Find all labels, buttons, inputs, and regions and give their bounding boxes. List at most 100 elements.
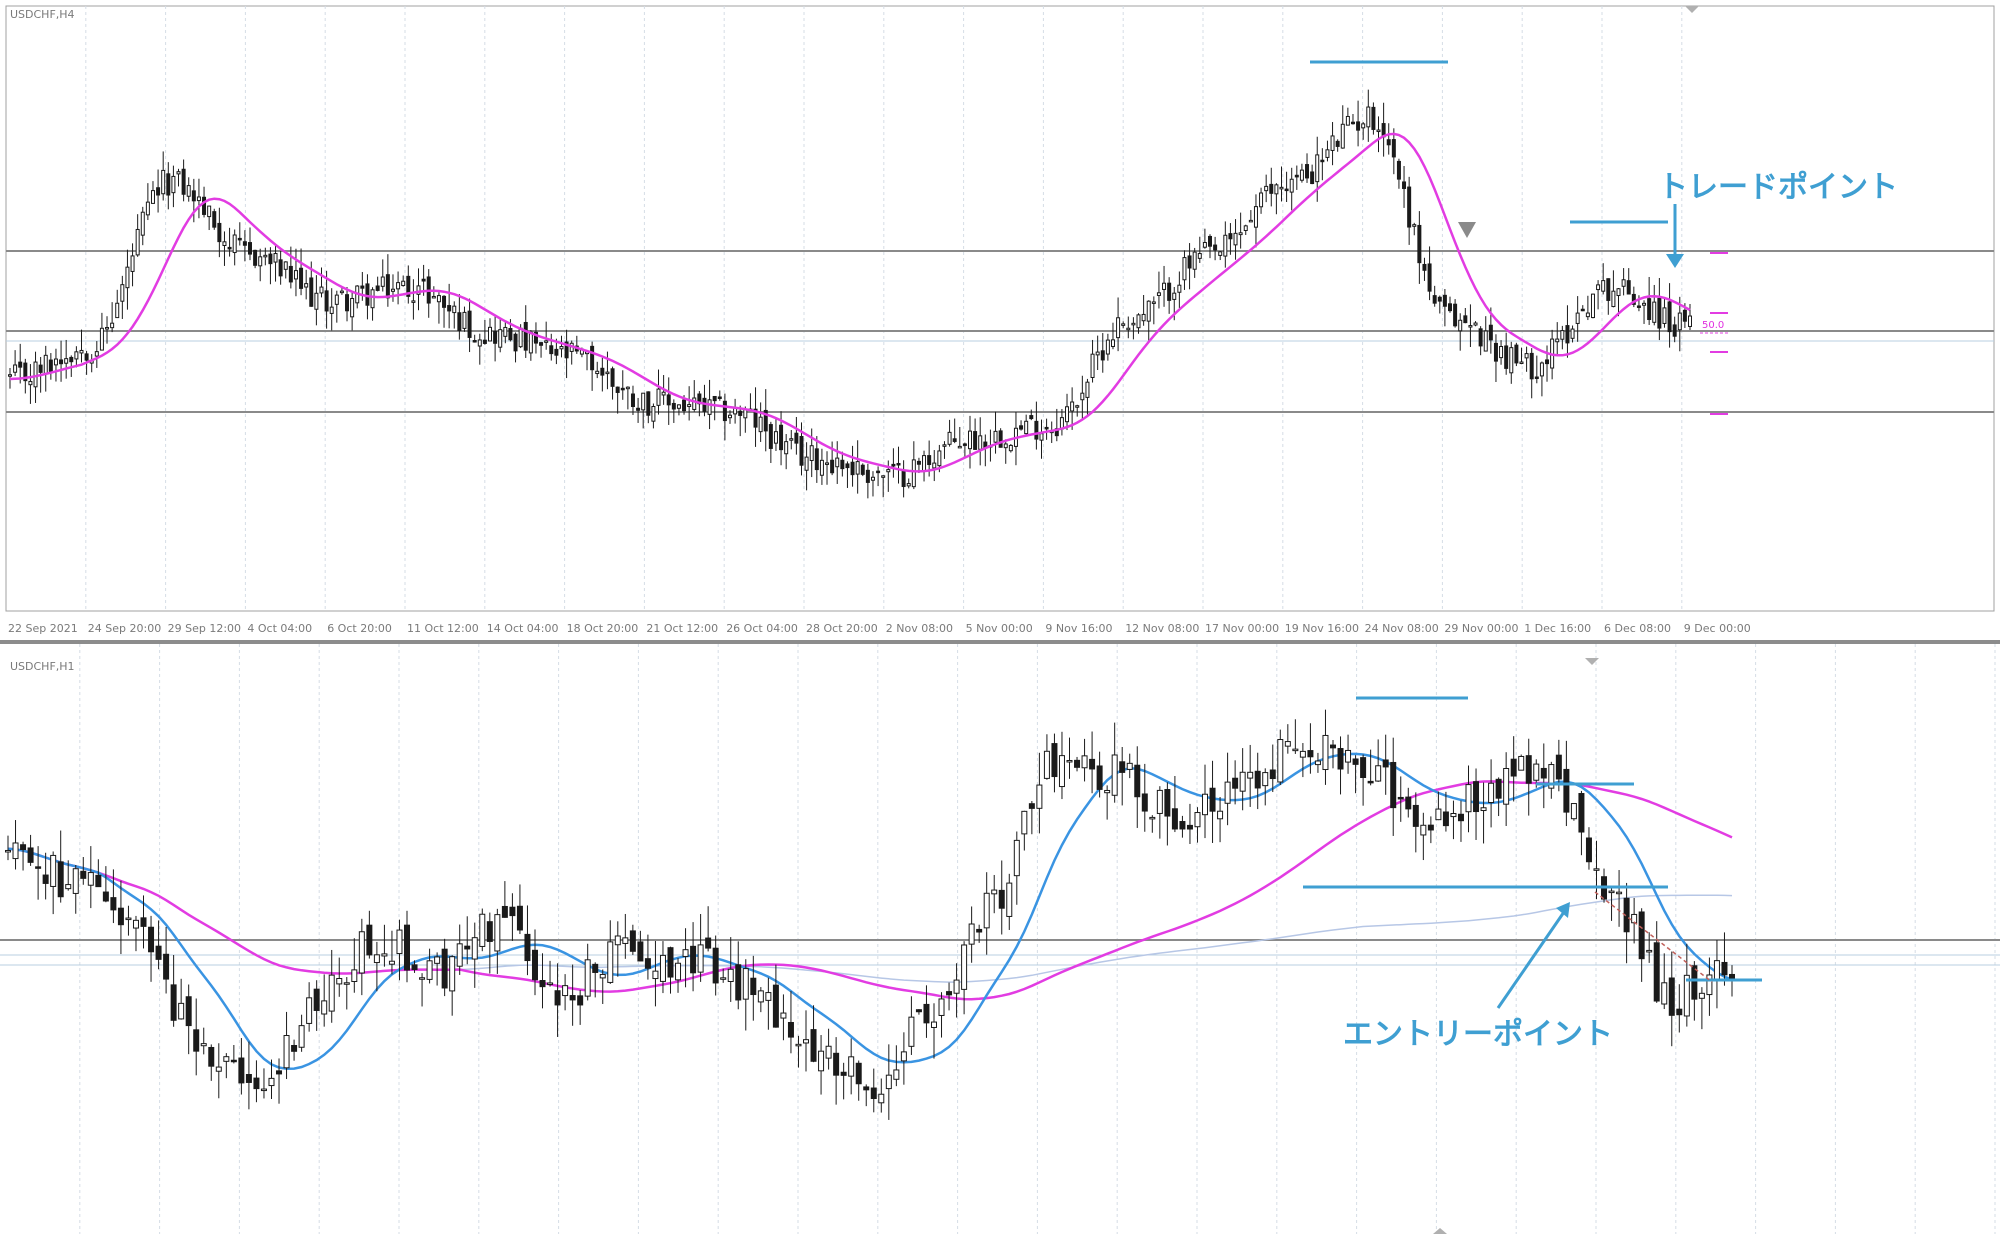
candle-body — [896, 462, 901, 466]
entry-point-arrow — [1496, 911, 1566, 1009]
candle-body — [1013, 839, 1020, 877]
candle-body — [787, 1022, 794, 1038]
candle-body — [1565, 325, 1570, 344]
candle-body — [258, 256, 263, 267]
candle-body — [1448, 303, 1452, 312]
candle-body — [268, 1077, 275, 1087]
candle-body — [283, 261, 288, 270]
candle-body — [814, 448, 819, 471]
candle-body — [1299, 750, 1306, 758]
x-axis-label: 6 Oct 20:00 — [327, 622, 392, 635]
candle-body — [610, 368, 615, 387]
candle-body — [328, 974, 335, 1012]
candle-body — [345, 294, 350, 312]
candle-body — [799, 435, 804, 466]
candle-body — [1310, 171, 1315, 185]
candle-body — [622, 937, 629, 944]
candle-body — [1085, 381, 1090, 398]
candle-body — [893, 1069, 900, 1080]
candle-body — [1427, 824, 1434, 831]
candle-body — [1366, 106, 1371, 128]
candle-body — [835, 457, 840, 468]
candle-body — [614, 935, 621, 946]
candle-body — [1259, 192, 1264, 208]
candle-body — [28, 380, 33, 386]
candle-body — [1182, 257, 1187, 281]
candle-body — [1179, 821, 1186, 830]
candle-body — [1044, 426, 1049, 430]
candle-body — [1213, 244, 1218, 251]
candle-body — [1289, 178, 1294, 193]
candle-body — [961, 944, 968, 990]
x-axis-label: 1 Dec 16:00 — [1524, 622, 1591, 635]
candle-body — [1350, 121, 1355, 125]
candle-body — [1162, 282, 1167, 290]
candle-body — [1021, 810, 1028, 835]
bottom-shift-marker-icon[interactable] — [1585, 658, 1599, 665]
candle-body — [253, 1077, 260, 1090]
candle-body — [652, 970, 659, 980]
candle-body — [1376, 129, 1381, 133]
candle-body — [1320, 159, 1325, 163]
bottom-scroll-marker-icon[interactable] — [1433, 1228, 1447, 1234]
candle-body — [20, 844, 27, 851]
candle-body — [373, 954, 380, 964]
candle-body — [1721, 961, 1728, 976]
candle-body — [1224, 781, 1231, 804]
candle-body — [1292, 748, 1299, 752]
candle-body — [1141, 793, 1148, 812]
candle-body — [13, 364, 18, 373]
candle-body — [1688, 315, 1692, 327]
candle-body — [1008, 444, 1013, 452]
candle-body — [278, 259, 283, 277]
candle-body — [33, 361, 38, 388]
candle-body — [1253, 206, 1258, 228]
candle-body — [850, 461, 855, 476]
candle-body — [223, 1056, 230, 1062]
top-moving-average — [9, 132, 1691, 473]
top-shift-marker-icon[interactable] — [1685, 6, 1699, 13]
candle-body — [155, 945, 162, 960]
candle-body — [57, 861, 64, 898]
trend-line[interactable] — [1594, 891, 1713, 983]
candle-body — [1706, 974, 1713, 996]
panel-separator[interactable] — [0, 640, 2000, 644]
candle-body — [1352, 758, 1359, 765]
candle-body — [1616, 288, 1621, 297]
down-arrow-icon — [1458, 222, 1476, 238]
x-axis-label: 19 Nov 16:00 — [1285, 622, 1359, 635]
candle-body — [1529, 352, 1534, 380]
candle-body — [263, 254, 268, 258]
candle-body — [1149, 816, 1156, 820]
candle-body — [1427, 263, 1432, 292]
candle-body — [1593, 868, 1600, 871]
candle-body — [1217, 810, 1224, 820]
candle-body — [493, 331, 498, 344]
candle-body — [482, 339, 487, 344]
candle-body — [518, 327, 523, 348]
candle-body — [1248, 219, 1253, 223]
candle-body — [804, 456, 809, 471]
candle-body — [1391, 139, 1396, 158]
candle-body — [477, 339, 482, 347]
candle-body — [531, 949, 538, 981]
candle-body — [1555, 754, 1562, 780]
candle-body — [728, 414, 732, 419]
candle-body — [564, 341, 569, 359]
candle-body — [1499, 346, 1504, 359]
candle-body — [381, 953, 388, 957]
candle-body — [1171, 808, 1178, 830]
candle-body — [993, 430, 998, 443]
candle-body — [848, 1056, 855, 1077]
candle-body — [637, 941, 644, 962]
candle-body — [840, 459, 845, 470]
candle-body — [1254, 770, 1261, 789]
candle-body — [1638, 911, 1645, 960]
candle-body — [462, 311, 467, 329]
candle-body — [738, 410, 743, 416]
candle-body — [768, 424, 773, 449]
candle-body — [720, 977, 727, 980]
candle-body — [456, 943, 463, 967]
candle-body — [712, 395, 717, 402]
